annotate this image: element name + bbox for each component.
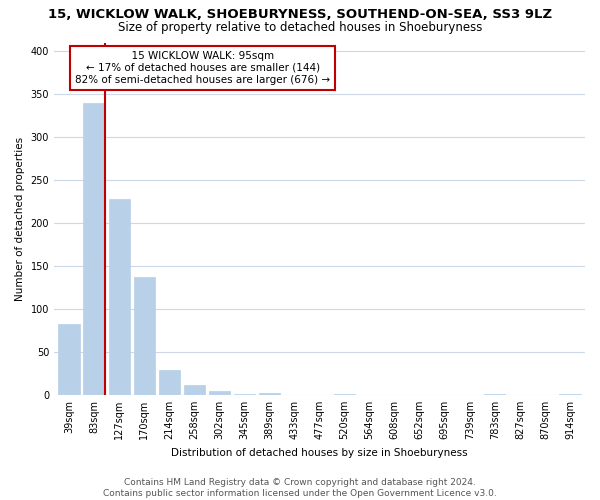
Bar	[158, 370, 180, 395]
Y-axis label: Number of detached properties: Number of detached properties	[15, 136, 25, 301]
Bar	[234, 394, 255, 395]
Bar	[134, 277, 155, 395]
Text: Contains HM Land Registry data © Crown copyright and database right 2024.
Contai: Contains HM Land Registry data © Crown c…	[103, 478, 497, 498]
Bar	[184, 386, 205, 395]
X-axis label: Distribution of detached houses by size in Shoeburyness: Distribution of detached houses by size …	[171, 448, 468, 458]
Text: Size of property relative to detached houses in Shoeburyness: Size of property relative to detached ho…	[118, 21, 482, 34]
Bar	[83, 102, 105, 395]
Bar	[58, 324, 80, 395]
Bar	[259, 393, 280, 395]
Bar	[559, 394, 581, 395]
Bar	[334, 394, 355, 395]
Text: 15 WICKLOW WALK: 95sqm  
← 17% of detached houses are smaller (144)
82% of semi-: 15 WICKLOW WALK: 95sqm ← 17% of detached…	[75, 52, 330, 84]
Text: 15, WICKLOW WALK, SHOEBURYNESS, SOUTHEND-ON-SEA, SS3 9LZ: 15, WICKLOW WALK, SHOEBURYNESS, SOUTHEND…	[48, 8, 552, 20]
Bar	[209, 392, 230, 395]
Bar	[109, 199, 130, 395]
Bar	[484, 394, 505, 395]
